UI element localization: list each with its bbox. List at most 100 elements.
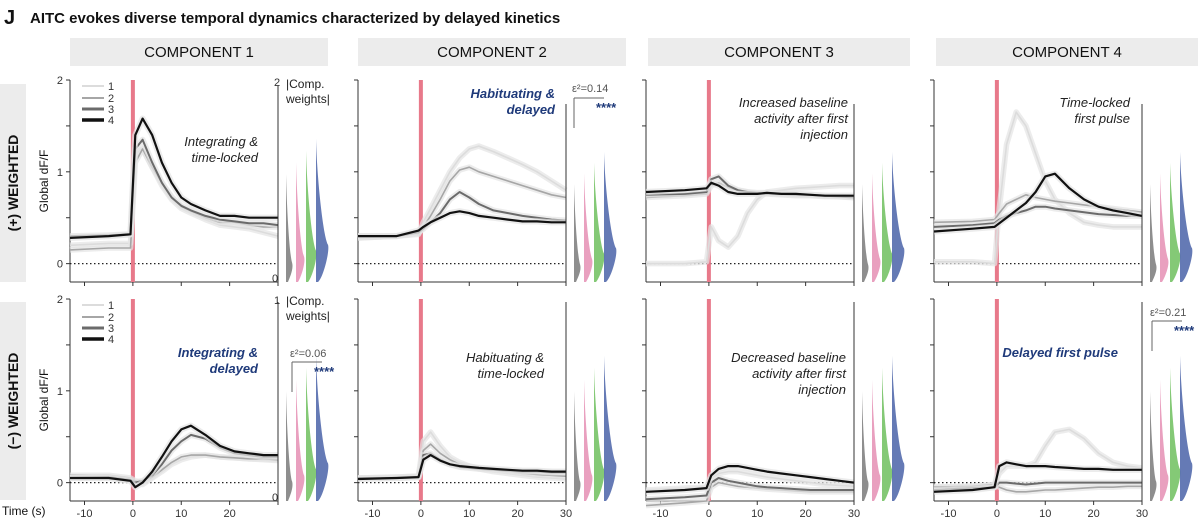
x-tick-label: 10 (463, 508, 475, 520)
x-tick-label: 20 (224, 508, 236, 520)
component-header-bg (358, 38, 626, 66)
series-line-4 (358, 210, 566, 238)
panel-letter: J (4, 7, 15, 29)
distribution-violin (1170, 162, 1181, 282)
component-header-bg (936, 38, 1198, 66)
series-shade (357, 164, 567, 241)
weights-tick-label: 0 (272, 492, 278, 504)
x-tick-label: 0 (994, 508, 1000, 520)
stimulus-marker (994, 299, 999, 501)
distribution-violin (574, 391, 581, 501)
annotation-text: Habituating & (466, 350, 544, 365)
x-tick-label: 30 (848, 508, 860, 520)
plot-panel (354, 79, 568, 286)
x-tick-label: 20 (1088, 508, 1100, 520)
weight-distribution (1141, 302, 1193, 501)
legend-label: 3 (108, 104, 114, 116)
plot-panel: 012-10 0 10 20 (57, 294, 279, 520)
stimulus-marker (994, 80, 999, 282)
annotation-text: first pulse (1074, 111, 1130, 126)
y-tick-label: 1 (57, 167, 63, 179)
annotation-text: Increased baseline (739, 95, 848, 110)
x-tick-label: -10 (941, 508, 957, 520)
series-line-2 (357, 166, 567, 239)
distribution-violin (296, 162, 305, 282)
y-tick-label: 0 (57, 259, 63, 271)
weight-distribution (853, 104, 905, 282)
weight-distribution (277, 86, 329, 282)
distribution-violin (1160, 379, 1169, 501)
weights-label: |Comp. (286, 294, 324, 308)
distribution-violin (584, 379, 593, 501)
weights-label: weights| (285, 309, 330, 323)
stimulus-marker (130, 299, 135, 501)
distribution-violin (286, 174, 293, 282)
annotation-text: injection (800, 127, 848, 142)
annotation-text: Integrating & (184, 134, 258, 149)
y-axis-label: Global dF/F (37, 369, 51, 432)
effect-size-label: ε²=0.14 (572, 83, 608, 95)
series-line-4 (70, 424, 278, 489)
weight-distribution (853, 302, 905, 501)
weights-label: |Comp. (286, 77, 324, 91)
distribution-violin (604, 152, 617, 282)
distribution-violin (892, 355, 905, 501)
plot-panel: -10 0 10 20 30 (354, 298, 572, 520)
x-tick-label: 0 (706, 508, 712, 520)
legend-label: 4 (108, 334, 114, 346)
plot-panel: -10 0 10 20 30 (930, 298, 1148, 520)
x-tick-label: -10 (77, 508, 93, 520)
stimulus-marker (418, 80, 423, 282)
x-tick-label: 30 (1136, 508, 1148, 520)
distribution-violin (862, 391, 869, 501)
x-tick-label: 20 (512, 508, 524, 520)
component-header-bg (648, 38, 910, 66)
series-line-4 (933, 172, 1143, 233)
y-tick-label: 2 (57, 75, 63, 87)
annotation-text: activity after first (754, 111, 849, 126)
distribution-violin (1150, 391, 1157, 501)
x-tick-label: 20 (800, 508, 812, 520)
x-tick-label: -10 (365, 508, 381, 520)
weight-distribution (565, 104, 617, 282)
distribution-violin (574, 184, 581, 282)
y-axis-label: Global dF/F (37, 150, 51, 213)
distribution-violin (1170, 367, 1181, 501)
distribution-violin (306, 150, 317, 282)
distribution-violin (1150, 184, 1157, 282)
row-label: (+) WEIGHTED (5, 135, 21, 232)
weights-tick-label: 2 (274, 77, 280, 89)
distribution-violin (306, 367, 317, 501)
annotation-text: time-locked (192, 150, 259, 165)
annotation-text: Decreased baseline (731, 350, 846, 365)
distribution-violin (316, 355, 329, 501)
y-tick-label: 1 (57, 386, 63, 398)
distribution-violin (882, 162, 893, 282)
distribution-violin (296, 379, 305, 501)
distribution-violin (604, 355, 617, 501)
legend-label: 3 (108, 323, 114, 335)
x-tick-label: 10 (751, 508, 763, 520)
distribution-violin (594, 162, 605, 282)
y-tick-label: 0 (57, 478, 63, 490)
legend-label: 1 (108, 81, 114, 93)
series-line-4 (645, 181, 854, 197)
x-tick-label: 30 (560, 508, 572, 520)
plot-panel (642, 79, 855, 286)
weights-tick-label: 1 (274, 295, 280, 307)
weight-distribution (565, 302, 617, 501)
figure-title: AITC evokes diverse temporal dynamics ch… (30, 10, 560, 27)
x-tick-label: 10 (1039, 508, 1051, 520)
legend-label: 2 (108, 93, 114, 105)
weight-distribution (1141, 104, 1193, 282)
significance-stars: **** (596, 100, 617, 115)
weights-tick-label: 0 (272, 273, 278, 285)
distribution-violin (882, 367, 893, 501)
distribution-violin (1180, 152, 1193, 282)
component-header: COMPONENT 3 (724, 44, 834, 61)
distribution-violin (594, 367, 605, 501)
distribution-violin (1180, 355, 1193, 501)
distribution-violin (584, 173, 593, 282)
plot-panel: -10 0 10 20 30 (642, 298, 860, 520)
component-header: COMPONENT 1 (144, 44, 254, 61)
